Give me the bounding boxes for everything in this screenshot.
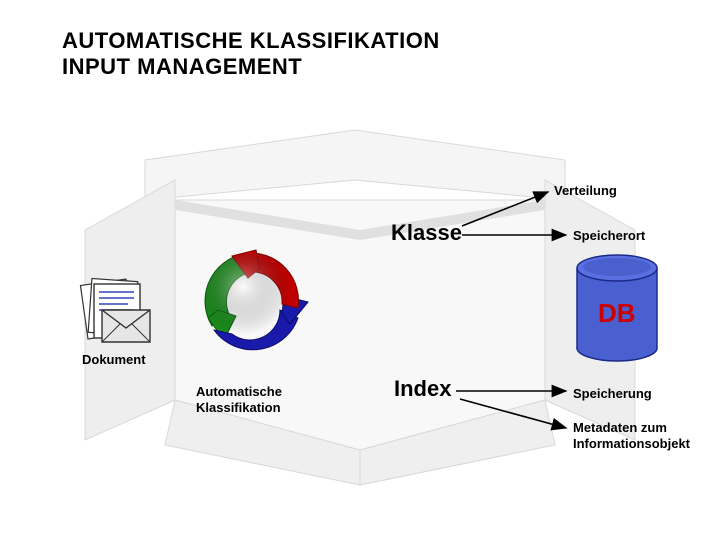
label-auto-2: Klassifikation bbox=[196, 400, 281, 415]
label-meta-1: Metadaten zum bbox=[573, 420, 667, 435]
title-line-2: INPUT MANAGEMENT bbox=[62, 54, 440, 80]
label-speicherung: Speicherung bbox=[573, 386, 652, 401]
label-meta-2: Informationsobjekt bbox=[573, 436, 690, 451]
label-dokument: Dokument bbox=[82, 352, 146, 367]
document-icon bbox=[78, 276, 158, 348]
label-klasse: Klasse bbox=[391, 220, 462, 246]
label-speicherort: Speicherort bbox=[573, 228, 645, 243]
label-verteilung: Verteilung bbox=[554, 183, 617, 198]
cycle-arrows-icon bbox=[190, 238, 316, 364]
title-line-1: AUTOMATISCHE KLASSIFIKATION bbox=[62, 28, 440, 54]
label-index: Index bbox=[394, 376, 451, 402]
page-title: AUTOMATISCHE KLASSIFIKATION INPUT MANAGE… bbox=[62, 28, 440, 80]
label-db: DB bbox=[598, 298, 636, 329]
label-auto-1: Automatische bbox=[196, 384, 282, 399]
